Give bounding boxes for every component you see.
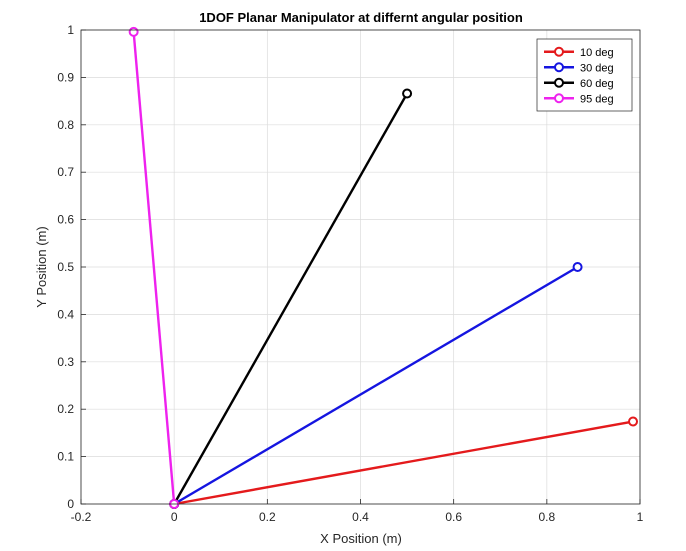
legend-marker-60-deg — [554, 77, 564, 88]
x-tick-label: 0.2 — [259, 510, 276, 524]
series-point-60-deg — [402, 88, 413, 99]
y-tick-label: 0.3 — [57, 355, 74, 369]
x-tick-label: 1 — [637, 510, 644, 524]
x-tick-label: 0 — [171, 510, 178, 524]
y-tick-label: 0 — [67, 497, 74, 511]
x-tick-label: -0.2 — [71, 510, 92, 524]
legend-marker-30-deg — [554, 62, 564, 73]
plot-frame — [80, 29, 641, 505]
y-axis-title: Y Position (m) — [34, 226, 49, 307]
x-tick-label: 0.4 — [352, 510, 369, 524]
ticks: -0.2 0 0.2 0.4 0.6 0.8 100.10.20.30.40.50.60.7… — [57, 23, 643, 524]
y-tick-label: 0.5 — [57, 260, 74, 274]
y-tick-label: 0.9 — [57, 70, 74, 84]
y-tick-label: 0.6 — [57, 213, 74, 227]
legend-label-60-deg: 60 deg — [580, 78, 614, 90]
legend-label-95-deg: 95 deg — [580, 93, 614, 105]
y-tick-label: 0.1 — [57, 450, 74, 464]
legend-marker-95-deg — [554, 93, 564, 104]
y-tick-label: 0.4 — [57, 307, 74, 321]
series-line-95-deg — [132, 31, 176, 505]
y-tick-label: 0.7 — [57, 165, 74, 179]
series-point-95-deg — [128, 26, 139, 37]
chart-title: 1DOF Planar Manipulator at differnt angu… — [199, 10, 523, 25]
legend-label-10-deg: 10 deg — [580, 47, 614, 59]
legend-marker-10-deg — [554, 46, 564, 57]
series-line-60-deg — [173, 92, 409, 505]
x-tick-label: 0.8 — [538, 510, 555, 524]
y-tick-label: 0.2 — [57, 402, 74, 416]
y-tick-label: 1 — [67, 23, 74, 37]
y-tick-label: 0.8 — [57, 118, 74, 132]
x-tick-label: 0.6 — [445, 510, 462, 524]
series-line-30-deg — [173, 265, 579, 506]
legend: 10 deg 30 deg 60 deg 95 deg — [536, 38, 633, 112]
x-axis-title: X Position (m) — [320, 531, 402, 546]
series-line-10-deg — [173, 420, 634, 506]
series-point-30-deg — [572, 262, 583, 272]
legend-label-30-deg: 30 deg — [580, 62, 614, 74]
series-point-10-deg — [628, 416, 639, 427]
